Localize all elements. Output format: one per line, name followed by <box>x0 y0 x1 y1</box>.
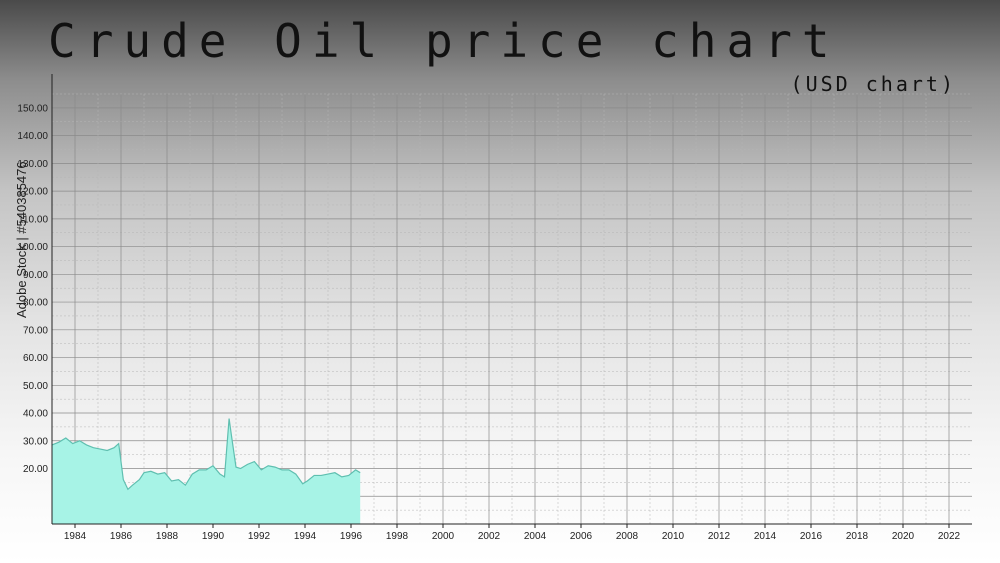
y-tick-label: 130.00 <box>17 159 48 170</box>
x-tick-label: 1996 <box>340 531 363 542</box>
x-tick-label: 2018 <box>846 531 869 542</box>
y-tick-label: 50.00 <box>23 381 48 392</box>
x-tick-label: 1986 <box>110 531 133 542</box>
y-axis-ticks: 150.00 140.00 130.00 120.00 110.00 100.00 90.0… <box>17 103 48 475</box>
y-tick-label: 140.00 <box>17 131 48 142</box>
x-tick-label: 2000 <box>432 531 455 542</box>
x-tick-label: 1990 <box>202 531 225 542</box>
x-tick-label: 1988 <box>156 531 179 542</box>
y-tick-label: 120.00 <box>17 187 48 198</box>
x-tick-label: 1992 <box>248 531 271 542</box>
x-tick-label: 2006 <box>570 531 593 542</box>
x-tick-label: 2012 <box>708 531 731 542</box>
axes <box>51 74 972 525</box>
y-tick-label: 20.00 <box>23 464 48 475</box>
x-tick-label: 1984 <box>64 531 87 542</box>
x-tick-label: 2002 <box>478 531 501 542</box>
y-tick-label: 150.00 <box>17 103 48 114</box>
y-tick-label: 90.00 <box>23 270 48 281</box>
x-tick-label: 2016 <box>800 531 823 542</box>
y-tick-label: 70.00 <box>23 325 48 336</box>
x-tick-label: 2014 <box>754 531 777 542</box>
chart-subtitle: (USD chart) <box>790 72 956 96</box>
y-tick-label: 30.00 <box>23 436 48 447</box>
grid-lines <box>52 93 972 524</box>
x-tick-label: 2004 <box>524 531 547 542</box>
x-tick-label: 1998 <box>386 531 409 542</box>
x-tick-label: 2020 <box>892 531 915 542</box>
x-axis-ticks: 1984 1986 1988 1990 1992 1994 1996 1998 2000 2002… <box>64 524 961 542</box>
y-tick-label: 110.00 <box>18 214 48 225</box>
x-tick-label: 2010 <box>662 531 685 542</box>
x-tick-label: 2008 <box>616 531 639 542</box>
area-line <box>51 418 361 491</box>
stock-watermark: Adobe Stock | #540385476 <box>14 161 29 318</box>
y-tick-label: 100.00 <box>17 242 48 253</box>
y-tick-label: 80.00 <box>23 298 48 309</box>
chart-title: Crude Oil price chart <box>48 14 840 68</box>
y-tick-label: 60.00 <box>23 353 48 364</box>
x-tick-label: 1994 <box>294 531 317 542</box>
y-tick-label: 40.00 <box>23 409 48 420</box>
data-area <box>51 418 361 524</box>
x-tick-label: 2022 <box>938 531 961 542</box>
area-fill <box>52 418 361 524</box>
